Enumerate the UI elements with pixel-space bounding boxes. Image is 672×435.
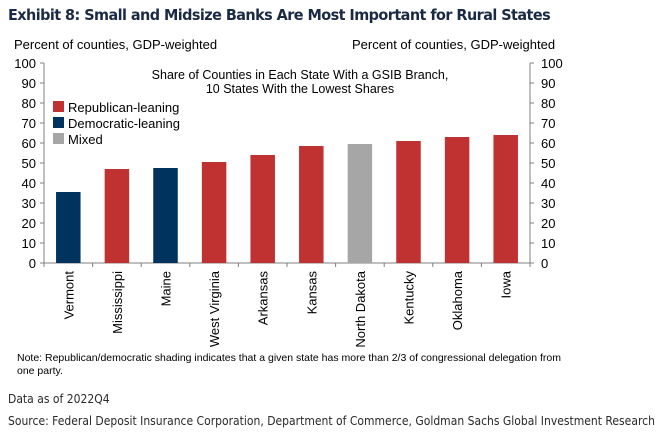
y-tick-label-left: 10 (22, 236, 36, 251)
y-tick-label-right: 0 (541, 256, 548, 271)
y-tick-label-left: 40 (22, 176, 36, 191)
x-tick-label: Mississippi (110, 271, 125, 334)
bar-oklahoma (444, 137, 470, 263)
y-tick-label-left: 70 (22, 116, 36, 131)
bars (56, 135, 518, 263)
chart-subtitle: 10 States With the Lowest Shares (206, 82, 394, 96)
bar-kentucky (396, 141, 421, 263)
source-line: Source: Federal Deposit Insurance Corpor… (8, 414, 655, 428)
data-as-of: Data as of 2022Q4 (8, 392, 110, 406)
bar-kansas (299, 146, 324, 263)
bar-iowa (493, 135, 518, 263)
legend-swatch-mixed (53, 133, 64, 144)
y-tick-label-left: 50 (22, 156, 36, 171)
x-tick-label: West Virginia (207, 270, 222, 347)
x-tick-label: Vermont (61, 271, 76, 320)
x-tick-label: Kentucky (402, 271, 417, 325)
bar-vermont (56, 192, 81, 263)
x-tick-label: North Dakota (353, 270, 368, 347)
bar-maine (153, 168, 178, 263)
legend-swatch-republican-leaning (53, 101, 64, 112)
legend-label: Mixed (68, 132, 103, 147)
y-tick-label-right: 90 (541, 76, 555, 91)
y-tick-label-left: 100 (14, 56, 36, 71)
y-tick-label-right: 50 (541, 156, 555, 171)
y-tick-label-left: 0 (29, 256, 36, 271)
x-tick-label: Iowa (499, 270, 514, 298)
y-axis-label-right: Percent of counties, GDP-weighted (352, 37, 556, 52)
legend-label: Republican-leaning (68, 100, 179, 115)
chart-title: Share of Counties in Each State With a G… (152, 68, 449, 82)
y-tick-label-left: 60 (22, 136, 36, 151)
x-tick-label: Kansas (304, 271, 319, 315)
x-tick-label: Maine (159, 271, 174, 306)
y-tick-label-right: 30 (541, 196, 555, 211)
x-tick-label: Arkansas (256, 271, 271, 326)
y-tick-label-right: 60 (541, 136, 555, 151)
y-tick-label-right: 40 (541, 176, 555, 191)
bar-west-virginia (201, 162, 227, 263)
legend-label: Democratic-leaning (68, 116, 180, 131)
y-tick-label-right: 10 (541, 236, 555, 251)
y-tick-label-left: 30 (22, 196, 36, 211)
axes: 0 0 10 10 20 20 30 30 40 40 50 50 60 60 70 70 80 80 90 90 10… (14, 56, 562, 271)
legend: Republican-leaningDemocratic-leaningMixe… (53, 100, 180, 147)
y-tick-label-left: 90 (22, 76, 36, 91)
exhibit-title: Exhibit 8: Small and Midsize Banks Are M… (8, 6, 551, 24)
y-tick-label-left: 80 (22, 96, 36, 111)
chart-note: Note: Republican/democratic shading indi… (17, 352, 561, 377)
y-tick-label-right: 80 (541, 96, 555, 111)
bar-chart: 0 0 10 10 20 20 30 30 40 40 50 50 60 60 70 70 80 80 90 90 10… (14, 56, 562, 348)
x-tick-label: Oklahoma (450, 270, 465, 330)
y-tick-label-right: 70 (541, 116, 555, 131)
y-axis-label-left: Percent of counties, GDP-weighted (14, 37, 218, 52)
legend-swatch-democratic-leaning (53, 117, 64, 128)
bar-mississippi (104, 169, 130, 263)
y-tick-label-right: 100 (541, 56, 563, 71)
bar-arkansas (250, 155, 275, 263)
bar-north-dakota (347, 144, 373, 263)
y-tick-label-right: 20 (541, 216, 555, 231)
y-tick-label-left: 20 (22, 216, 36, 231)
x-tick-labels: Vermont Mississippi Maine West Virginia Arka… (61, 270, 513, 347)
